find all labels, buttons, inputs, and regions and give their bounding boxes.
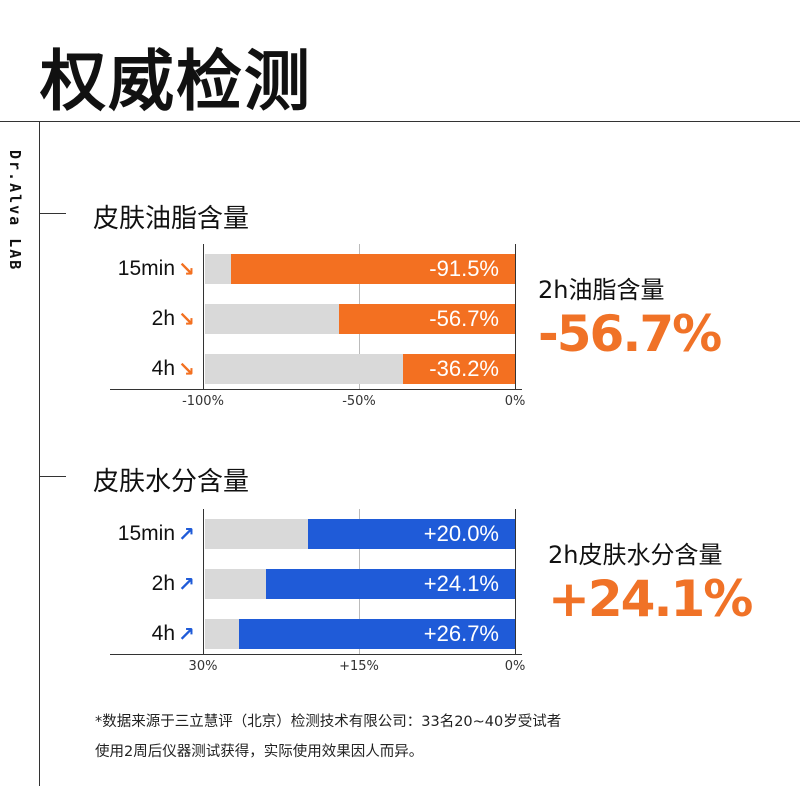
section-title: 皮肤油脂含量 (93, 204, 250, 234)
highlight-label: 2h油脂含量 (538, 276, 665, 304)
page-title: 权威检测 (40, 43, 312, 120)
brand-label: Dr.Alva LAB (6, 150, 24, 272)
bar (339, 304, 515, 334)
section-title: 皮肤水分含量 (93, 467, 250, 497)
bar-value-label: +26.7% (423, 621, 499, 646)
x-tick-label: 0% (504, 394, 526, 409)
bar-value-label: -36.2% (429, 356, 499, 381)
section-dash (40, 476, 66, 477)
zero-line (515, 244, 516, 389)
header-divider (0, 121, 800, 122)
highlight-value: +24.1% (548, 570, 753, 628)
highlight-value: -56.7% (538, 305, 722, 363)
x-axis-line (110, 654, 522, 655)
category-label: 4h (151, 622, 175, 645)
bar (402, 354, 515, 384)
highlight-label: 2h皮肤水分含量 (548, 541, 723, 569)
category-label: 4h (151, 357, 175, 380)
bar (231, 254, 515, 284)
footnote-line-2: 使用2周后仪器测试获得，实际使用效果因人而异。 (95, 744, 424, 760)
x-tick-label: 0% (504, 659, 526, 674)
arrow-down-icon: ↘ (178, 357, 195, 381)
arrow-up-icon: ↗ (178, 572, 195, 596)
category-label: 2h (151, 307, 175, 330)
category-label: 15min (117, 257, 175, 280)
arrow-up-icon: ↗ (178, 622, 195, 646)
x-tick-label: -100% (182, 394, 224, 409)
bar (265, 569, 515, 599)
footnote-line-1: *数据来源于三立慧评（北京）检测技术有限公司：33名20~40岁受试者 (95, 714, 562, 730)
y-axis-line (203, 509, 204, 654)
category-label: 15min (117, 522, 175, 545)
bar (308, 519, 515, 549)
arrow-down-icon: ↘ (178, 257, 195, 281)
bar-value-label: +20.0% (423, 521, 499, 546)
bar (239, 619, 515, 649)
arrow-up-icon: ↗ (178, 522, 195, 546)
arrow-down-icon: ↘ (178, 307, 195, 331)
bar-value-label: -91.5% (429, 256, 499, 281)
x-axis-line (110, 389, 522, 390)
x-tick-label: -50% (342, 394, 376, 409)
zero-line (515, 509, 516, 654)
bar-value-label: +24.1% (423, 571, 499, 596)
x-tick-label: 30% (188, 659, 218, 674)
side-divider (39, 121, 40, 786)
category-label: 2h (151, 572, 175, 595)
bar-value-label: -56.7% (429, 306, 499, 331)
y-axis-line (203, 244, 204, 389)
x-tick-label: +15% (339, 659, 379, 674)
section-dash (40, 213, 66, 214)
